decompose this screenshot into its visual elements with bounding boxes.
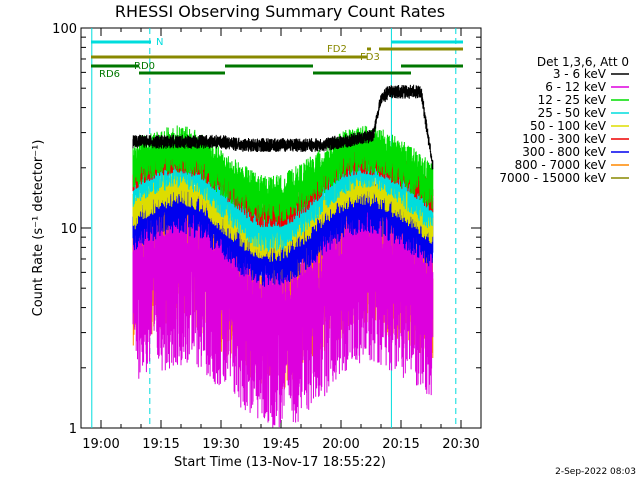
y-tick-label: 100 bbox=[52, 22, 77, 37]
legend-label: 100 - 300 keV bbox=[522, 132, 606, 146]
legend-label: 6 - 12 keV bbox=[545, 80, 607, 94]
chart-title: RHESSI Observing Summary Count Rates bbox=[115, 2, 445, 21]
x-tick-label: 19:00 bbox=[82, 437, 119, 452]
legend-label: 25 - 50 keV bbox=[538, 106, 607, 120]
x-tick-label: 20:15 bbox=[382, 437, 419, 452]
status-bar-label: N bbox=[156, 37, 163, 48]
legend-label: 7000 - 15000 keV bbox=[499, 171, 606, 185]
x-tick-label: 20:00 bbox=[322, 437, 359, 452]
status-bar-label: FD3 bbox=[360, 52, 380, 63]
legend-label: 12 - 25 keV bbox=[538, 93, 607, 107]
status-bar-label: FD2 bbox=[327, 44, 347, 55]
status-bar-label: RD6 bbox=[99, 69, 120, 80]
series-line bbox=[132, 84, 434, 170]
legend-label: 300 - 800 keV bbox=[522, 145, 606, 159]
legend-label: 800 - 7000 keV bbox=[515, 158, 607, 172]
y-tick-label: 10 bbox=[60, 222, 77, 237]
date-stamp: 2-Sep-2022 08:03 bbox=[555, 467, 636, 477]
plot-area: N FD2 FD3 RD0 RD6 bbox=[80, 27, 482, 429]
x-tick-label: 19:30 bbox=[202, 437, 239, 452]
legend-title: Det 1,3,6, Att 0 bbox=[537, 55, 629, 69]
x-tick-label: 19:15 bbox=[142, 437, 179, 452]
series-line bbox=[132, 188, 434, 428]
y-tick-label: 1 bbox=[69, 422, 77, 437]
legend-label: 50 - 100 keV bbox=[530, 119, 607, 133]
x-axis-label: Start Time (13-Nov-17 18:55:22) bbox=[174, 455, 386, 470]
series-line bbox=[132, 178, 434, 287]
y-axis-label: Count Rate (s⁻¹ detector⁻¹) bbox=[31, 140, 46, 317]
legend-label: 3 - 6 keV bbox=[553, 67, 607, 81]
x-tick-label: 20:30 bbox=[442, 437, 479, 452]
status-bar-label: RD0 bbox=[134, 61, 155, 72]
x-tick-label: 19:45 bbox=[262, 437, 299, 452]
